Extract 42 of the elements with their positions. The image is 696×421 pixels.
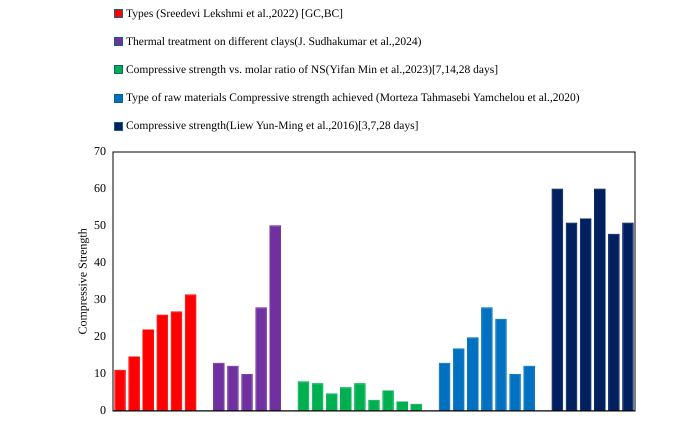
bar — [114, 370, 126, 411]
bar — [142, 329, 154, 411]
bar — [382, 390, 394, 411]
legend-label: Type of raw materials Compressive strength achieved (Morteza Tahmasebi Yamchelou et al.,2020) — [126, 92, 580, 104]
legend-label: Thermal treatment on different clays(J. Sudhakumar et al.,2024) — [126, 36, 422, 48]
bar — [213, 362, 225, 411]
bar — [241, 374, 253, 411]
bar — [298, 381, 310, 411]
bar — [495, 318, 507, 411]
legend-label: Compressive strength vs. molar ratio of NS(Yifan Min et al.,2023)[7,14,28 days] — [126, 64, 498, 76]
bar — [509, 374, 521, 411]
bar — [312, 383, 324, 411]
bar — [170, 311, 182, 411]
bar — [466, 337, 479, 411]
bar — [481, 307, 493, 411]
bar — [608, 234, 620, 411]
legend-label: Compressive strength(Liew Yun-Ming et al.,2016)[3,7,28 days] — [126, 120, 418, 132]
bar — [622, 222, 634, 411]
bar — [354, 383, 366, 411]
bar — [580, 218, 592, 411]
bar — [438, 362, 450, 411]
y-tick-label: 70 — [94, 144, 106, 158]
y-tick-label: 50 — [94, 218, 106, 232]
y-tick-label: 40 — [94, 255, 106, 270]
y-tick-label: 60 — [94, 181, 106, 196]
y-tick-label: 10 — [94, 366, 106, 380]
y-axis-title: Compressive Strength — [75, 228, 90, 335]
bar — [566, 222, 578, 411]
bar — [452, 348, 464, 411]
y-tick-label: 30 — [94, 292, 106, 306]
y-tick-label: 0 — [100, 402, 106, 417]
bar — [156, 314, 168, 411]
legend-label: Types (Sreedevi Lekshmi et al.,2022) [GC,BC] — [126, 8, 344, 20]
bar — [523, 366, 535, 411]
bar — [340, 387, 352, 411]
bar — [227, 366, 239, 411]
bar — [269, 225, 282, 411]
bar — [552, 188, 564, 411]
bar — [594, 188, 606, 411]
y-tick-label: 20 — [94, 329, 106, 344]
bar — [128, 356, 140, 411]
bar — [184, 294, 196, 411]
